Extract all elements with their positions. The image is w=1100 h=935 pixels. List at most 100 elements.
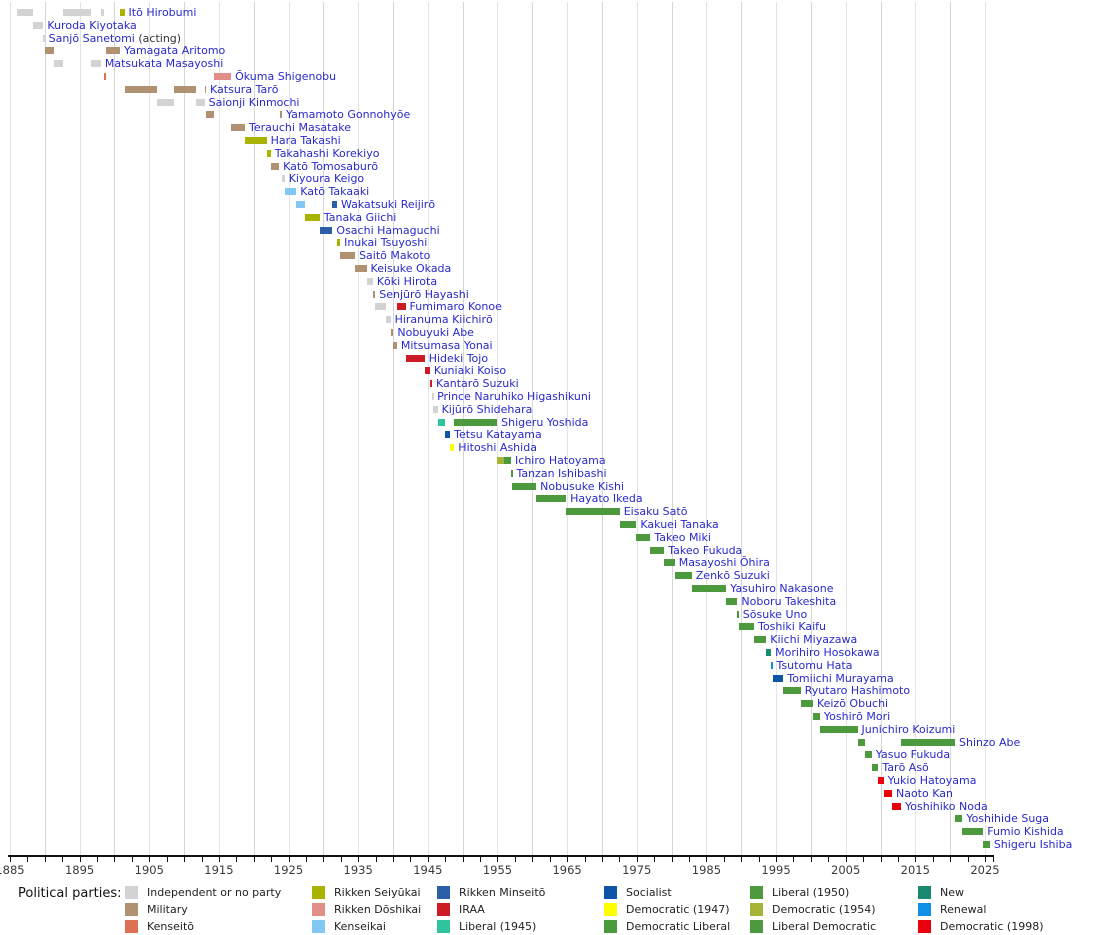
pm-name[interactable]: Zenkō Suzuki bbox=[695, 569, 770, 583]
pm-name[interactable]: Naoto Kan bbox=[895, 786, 953, 800]
pm-label[interactable]: Eisaku Satō bbox=[624, 505, 688, 518]
pm-name[interactable]: Sōsuke Uno bbox=[742, 607, 808, 621]
pm-name[interactable]: Matsukata Masayoshi bbox=[104, 57, 224, 71]
pm-name[interactable]: Inukai Tsuyoshi bbox=[344, 236, 428, 250]
pm-name[interactable]: Tomiichi Murayama bbox=[787, 671, 894, 685]
pm-name[interactable]: Saitō Makoto bbox=[359, 249, 431, 263]
pm-label[interactable]: Katō Takaaki bbox=[300, 185, 369, 198]
pm-label[interactable]: Hitoshi Ashida bbox=[458, 441, 537, 454]
pm-name[interactable]: Prince Naruhiko Higashikuni bbox=[437, 390, 591, 403]
pm-name[interactable]: Tarō Asō bbox=[882, 761, 929, 775]
pm-name[interactable]: Katsura Tarō bbox=[210, 82, 279, 96]
pm-name[interactable]: Shinzo Abe bbox=[959, 735, 1021, 749]
pm-label[interactable]: Tomiichi Murayama bbox=[787, 672, 893, 685]
pm-name[interactable]: Yoshihiko Noda bbox=[905, 799, 988, 813]
pm-label[interactable]: Yoshihiko Noda bbox=[905, 800, 988, 813]
pm-label[interactable]: Ōkuma Shigenobu bbox=[235, 70, 336, 83]
pm-label[interactable]: Saitō Makoto bbox=[359, 249, 430, 262]
pm-name[interactable]: Kiyoura Keigo bbox=[288, 172, 365, 186]
pm-label[interactable]: Kiichi Miyazawa bbox=[770, 633, 857, 646]
pm-label[interactable]: Osachi Hamaguchi bbox=[336, 224, 439, 237]
pm-name[interactable]: Yamagata Aritomo bbox=[124, 44, 226, 58]
pm-label[interactable]: Ryutaro Hashimoto bbox=[805, 684, 910, 697]
pm-label[interactable]: Junichiro Koizumi bbox=[862, 723, 956, 736]
pm-name[interactable]: Masayoshi Ōhira bbox=[678, 556, 770, 570]
pm-label[interactable]: Kuniaki Koiso bbox=[434, 364, 506, 377]
pm-name[interactable]: Kuroda Kiyotaka bbox=[47, 18, 137, 32]
pm-name[interactable]: Kōki Hirota bbox=[376, 274, 438, 288]
pm-name[interactable]: Noboru Takeshita bbox=[741, 594, 837, 608]
pm-label[interactable]: Terauchi Masatake bbox=[249, 121, 351, 134]
pm-label[interactable]: Tsutomu Hata bbox=[777, 659, 853, 672]
pm-name[interactable]: Toshiki Kaifu bbox=[758, 620, 827, 634]
pm-label[interactable]: Yamamoto Gonnohyōe bbox=[286, 108, 410, 121]
pm-name[interactable]: Hideki Tojo bbox=[428, 351, 489, 365]
pm-label[interactable]: Yamagata Aritomo bbox=[124, 44, 225, 57]
pm-label[interactable]: Shigeru Ishiba bbox=[994, 838, 1072, 851]
pm-label[interactable]: Hideki Tojo bbox=[429, 352, 488, 365]
pm-label[interactable]: Shigeru Yoshida bbox=[501, 416, 588, 429]
pm-label[interactable]: Matsukata Masayoshi bbox=[105, 57, 223, 70]
pm-name[interactable]: Ichiro Hatoyama bbox=[515, 454, 606, 467]
pm-label[interactable]: Kantarō Suzuki bbox=[436, 377, 519, 390]
pm-label[interactable]: Yasuo Fukuda bbox=[876, 748, 950, 761]
pm-name[interactable]: Kantarō Suzuki bbox=[436, 377, 519, 391]
pm-name[interactable]: Tsutomu Hata bbox=[776, 658, 853, 672]
pm-name[interactable]: Tetsu Katayama bbox=[454, 428, 542, 442]
pm-label[interactable]: Hayato Ikeda bbox=[570, 492, 643, 505]
pm-label[interactable]: Sanjō Sanetomi (acting) bbox=[49, 32, 181, 45]
pm-label[interactable]: Takahashi Korekiyo bbox=[275, 147, 380, 160]
pm-name[interactable]: Takeo Fukuda bbox=[668, 543, 743, 557]
pm-label[interactable]: Toshiki Kaifu bbox=[758, 620, 826, 633]
pm-label[interactable]: Kijūrō Shidehara bbox=[442, 403, 533, 416]
pm-label[interactable]: Hiranuma Kiichirō bbox=[395, 313, 493, 326]
pm-label[interactable]: Katsura Tarō bbox=[210, 83, 278, 96]
pm-label[interactable]: Kakuei Tanaka bbox=[640, 518, 718, 531]
pm-label[interactable]: Tanaka Giichi bbox=[324, 211, 396, 224]
pm-name[interactable]: Katō Tomosaburō bbox=[283, 159, 379, 173]
pm-label[interactable]: Yoshihide Suga bbox=[966, 812, 1049, 825]
pm-label[interactable]: Fumimaro Konoe bbox=[410, 300, 502, 313]
pm-name[interactable]: Kuniaki Koiso bbox=[433, 364, 507, 378]
pm-label[interactable]: Prince Naruhiko Higashikuni bbox=[437, 390, 591, 403]
pm-label[interactable]: Tarō Asō bbox=[882, 761, 928, 774]
pm-name[interactable]: Fumimaro Konoe bbox=[409, 300, 502, 314]
pm-name[interactable]: Sanjō Sanetomi bbox=[48, 31, 135, 45]
pm-label[interactable]: Mitsumasa Yonai bbox=[401, 339, 493, 352]
pm-name[interactable]: Itō Hirobumi bbox=[128, 6, 197, 19]
pm-name[interactable]: Kiichi Miyazawa bbox=[770, 633, 858, 647]
pm-name[interactable]: Eisaku Satō bbox=[623, 505, 688, 519]
pm-label[interactable]: Zenkō Suzuki bbox=[696, 569, 770, 582]
pm-label[interactable]: Morihiro Hosokawa bbox=[775, 646, 879, 659]
pm-label[interactable]: Wakatsuki Reijirō bbox=[341, 198, 435, 211]
pm-label[interactable]: Yasuhiro Nakasone bbox=[730, 582, 833, 595]
pm-label[interactable]: Nobuyuki Abe bbox=[397, 326, 474, 339]
pm-label[interactable]: Kiyoura Keigo bbox=[289, 172, 364, 185]
pm-label[interactable]: Masayoshi Ōhira bbox=[679, 556, 770, 569]
pm-name[interactable]: Shigeru Ishiba bbox=[993, 838, 1073, 851]
pm-label[interactable]: Kōki Hirota bbox=[377, 275, 437, 288]
pm-name[interactable]: Ōkuma Shigenobu bbox=[235, 70, 337, 83]
pm-name[interactable]: Terauchi Masatake bbox=[249, 121, 351, 135]
pm-name[interactable]: Yoshihide Suga bbox=[966, 812, 1050, 826]
pm-label[interactable]: Naoto Kan bbox=[896, 787, 953, 800]
pm-label[interactable]: Yoshirō Mori bbox=[824, 710, 890, 723]
pm-label[interactable]: Shinzo Abe bbox=[959, 736, 1020, 749]
pm-name[interactable]: Yamamoto Gonnohyōe bbox=[285, 108, 411, 122]
pm-name[interactable]: Fumio Kishida bbox=[987, 825, 1064, 839]
pm-name[interactable]: Takeo Miki bbox=[654, 530, 711, 544]
pm-name[interactable]: Nobusuke Kishi bbox=[540, 479, 625, 493]
pm-name[interactable]: Yukio Hatoyama bbox=[887, 774, 977, 787]
pm-label[interactable]: Senjūrō Hayashi bbox=[379, 288, 469, 301]
pm-name[interactable]: Katō Takaaki bbox=[300, 185, 370, 199]
pm-label[interactable]: Nobusuke Kishi bbox=[540, 480, 624, 493]
pm-name[interactable]: Mitsumasa Yonai bbox=[400, 338, 493, 352]
pm-label[interactable]: Tetsu Katayama bbox=[454, 428, 542, 441]
pm-name[interactable]: Senjūrō Hayashi bbox=[379, 287, 469, 301]
pm-label[interactable]: Inukai Tsuyoshi bbox=[344, 236, 427, 249]
pm-name[interactable]: Tanzan Ishibashi bbox=[516, 466, 607, 480]
pm-label[interactable]: Takeo Fukuda bbox=[668, 544, 742, 557]
pm-name[interactable]: Kijūrō Shidehara bbox=[441, 402, 533, 416]
pm-name[interactable]: Yasuhiro Nakasone bbox=[730, 582, 834, 595]
pm-name[interactable]: Osachi Hamaguchi bbox=[336, 223, 440, 237]
